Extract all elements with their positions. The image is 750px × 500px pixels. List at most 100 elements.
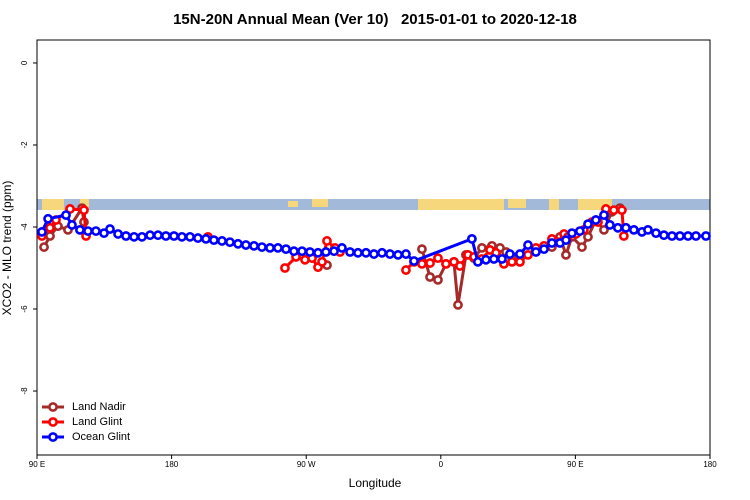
legend-label: Land Glint bbox=[72, 416, 122, 428]
data-point bbox=[417, 244, 427, 255]
x-tick-label: 180 bbox=[165, 460, 179, 469]
data-point bbox=[441, 259, 451, 269]
data-point bbox=[385, 249, 395, 259]
x-tick-label: 90 E bbox=[29, 460, 45, 469]
x-axis-label: Longitude bbox=[349, 476, 402, 490]
data-point bbox=[153, 230, 163, 241]
data-point bbox=[651, 228, 661, 239]
data-point bbox=[317, 256, 327, 267]
y-tick-label: 0 bbox=[20, 60, 29, 65]
data-point bbox=[659, 230, 669, 241]
data-point bbox=[617, 205, 627, 216]
y-tick-label: -6 bbox=[20, 305, 29, 313]
data-point bbox=[667, 231, 677, 241]
data-point bbox=[265, 243, 275, 253]
data-point bbox=[433, 274, 443, 285]
data-point bbox=[523, 249, 533, 260]
data-point bbox=[523, 240, 533, 250]
data-point bbox=[353, 247, 363, 258]
data-point bbox=[507, 256, 517, 267]
data-point bbox=[257, 242, 267, 252]
data-point bbox=[329, 246, 339, 257]
data-point bbox=[504, 249, 515, 259]
legend-marker bbox=[48, 417, 58, 427]
y-tick-label: -2 bbox=[20, 141, 29, 149]
data-point bbox=[79, 205, 89, 216]
data-point bbox=[409, 256, 419, 266]
data-point bbox=[289, 246, 299, 257]
data-point bbox=[345, 247, 355, 257]
data-point bbox=[225, 237, 235, 248]
data-point bbox=[477, 243, 487, 253]
data-point bbox=[361, 247, 371, 258]
data-point bbox=[37, 227, 47, 237]
data-point bbox=[169, 231, 179, 241]
data-point bbox=[241, 240, 251, 250]
data-point bbox=[83, 226, 93, 236]
data-point bbox=[273, 243, 283, 253]
data-point bbox=[91, 226, 101, 236]
x-tick-label: 90 E bbox=[567, 460, 583, 469]
data-point bbox=[137, 231, 147, 242]
data-point bbox=[683, 231, 693, 241]
data-point bbox=[280, 263, 290, 273]
data-point bbox=[321, 247, 331, 257]
data-point bbox=[161, 231, 171, 241]
data-point bbox=[75, 224, 85, 235]
data-point bbox=[621, 222, 631, 233]
data-point bbox=[425, 258, 435, 268]
data-point bbox=[561, 235, 571, 246]
data-point bbox=[567, 228, 577, 239]
legend-marker bbox=[48, 402, 58, 412]
y-tick-label: -8 bbox=[20, 387, 29, 395]
data-point bbox=[605, 220, 615, 230]
data-point bbox=[45, 222, 55, 233]
data-point bbox=[515, 256, 525, 267]
data-point bbox=[281, 244, 291, 255]
data-point bbox=[297, 246, 307, 257]
data-point bbox=[481, 254, 491, 265]
data-point bbox=[583, 231, 593, 242]
data-point bbox=[691, 231, 701, 241]
x-tick-label: 180 bbox=[703, 460, 717, 469]
data-point bbox=[599, 224, 609, 235]
data-point bbox=[217, 236, 227, 246]
data-point bbox=[249, 240, 259, 251]
data-point bbox=[393, 249, 403, 260]
plot-frame bbox=[36, 39, 711, 456]
data-point bbox=[574, 226, 585, 236]
data-point bbox=[305, 247, 315, 257]
data-point bbox=[515, 249, 525, 259]
data-point bbox=[369, 249, 379, 259]
data-point bbox=[313, 247, 323, 258]
data-point bbox=[177, 231, 187, 242]
data-point bbox=[145, 230, 155, 241]
map-strip bbox=[37, 199, 710, 210]
data-point bbox=[497, 254, 507, 264]
data-point bbox=[675, 231, 685, 241]
data-point bbox=[628, 224, 639, 235]
data-point bbox=[129, 231, 139, 242]
data-point bbox=[417, 259, 427, 269]
legend-label: Land Nadir bbox=[72, 401, 126, 413]
legend-label: Ocean Glint bbox=[72, 431, 130, 443]
data-point bbox=[583, 219, 593, 230]
data-point bbox=[67, 220, 77, 230]
data-point bbox=[185, 231, 195, 242]
data-point bbox=[561, 249, 571, 260]
data-point bbox=[121, 231, 131, 241]
data-point bbox=[39, 242, 49, 252]
legend-marker bbox=[48, 432, 58, 442]
data-point bbox=[643, 224, 653, 235]
data-point bbox=[608, 205, 619, 216]
y-tick-label: -4 bbox=[20, 223, 29, 231]
data-point bbox=[612, 222, 623, 233]
data-point bbox=[401, 249, 411, 259]
x-tick-label: 90 W bbox=[297, 460, 316, 469]
data-point bbox=[337, 243, 347, 253]
data-point bbox=[531, 247, 541, 257]
data-point bbox=[322, 236, 332, 246]
data-point bbox=[701, 231, 711, 241]
data-point bbox=[61, 210, 71, 221]
data-point bbox=[547, 238, 557, 248]
